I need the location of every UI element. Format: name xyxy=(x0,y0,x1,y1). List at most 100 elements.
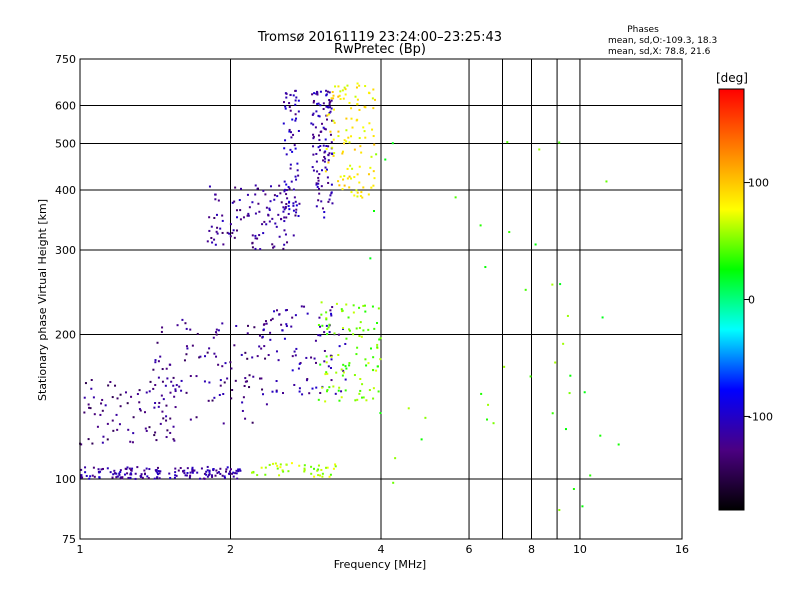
data-point xyxy=(158,477,161,480)
data-point xyxy=(191,344,194,347)
data-point xyxy=(166,429,169,432)
data-point xyxy=(126,466,129,469)
data-point xyxy=(165,367,168,370)
data-point xyxy=(129,472,132,475)
data-point xyxy=(338,184,341,187)
data-point xyxy=(311,387,314,390)
data-point xyxy=(356,98,359,101)
info-heading: Phases xyxy=(627,25,659,35)
data-point xyxy=(215,355,218,358)
data-point xyxy=(324,373,327,376)
data-point xyxy=(320,200,323,203)
data-point xyxy=(269,331,272,334)
data-point xyxy=(290,325,293,328)
y-tick-label: 400 xyxy=(55,184,76,197)
data-point xyxy=(210,474,213,477)
data-point xyxy=(319,90,322,93)
data-point xyxy=(246,380,249,383)
data-point xyxy=(315,92,318,95)
data-point xyxy=(271,317,274,320)
data-point xyxy=(98,476,101,479)
data-point xyxy=(262,232,265,235)
data-point xyxy=(315,110,318,113)
data-point xyxy=(101,467,104,470)
data-point xyxy=(214,474,217,477)
data-point xyxy=(111,476,114,479)
data-point xyxy=(295,117,298,120)
data-point xyxy=(130,469,133,472)
data-point xyxy=(323,331,326,334)
data-point xyxy=(155,439,158,442)
data-point xyxy=(131,467,134,470)
data-point xyxy=(128,467,131,470)
data-point xyxy=(185,345,188,348)
data-point xyxy=(223,475,226,478)
data-point xyxy=(371,128,374,131)
data-point xyxy=(332,108,335,111)
data-point xyxy=(327,113,330,116)
x-tick-label: 1 xyxy=(77,543,84,556)
data-point xyxy=(159,470,162,473)
data-point xyxy=(364,310,367,313)
data-point xyxy=(261,223,264,226)
data-point xyxy=(153,434,156,437)
data-point xyxy=(289,167,292,170)
y-tick-label: 100 xyxy=(55,473,76,486)
data-point xyxy=(186,347,189,350)
data-point xyxy=(278,184,281,187)
data-point xyxy=(506,141,509,144)
data-point xyxy=(487,403,490,406)
data-point xyxy=(79,476,82,479)
data-point xyxy=(384,158,387,161)
data-point xyxy=(206,351,209,354)
data-point xyxy=(375,369,378,372)
data-point xyxy=(337,130,340,133)
data-point xyxy=(355,353,358,356)
data-point xyxy=(112,429,115,432)
data-point xyxy=(168,363,171,366)
data-point xyxy=(372,356,375,359)
data-point xyxy=(327,159,330,162)
data-point xyxy=(263,323,266,326)
data-point xyxy=(368,122,371,125)
data-point xyxy=(342,371,345,374)
data-point xyxy=(251,201,254,204)
data-point xyxy=(200,467,203,470)
data-point xyxy=(121,476,124,479)
data-point xyxy=(486,418,489,421)
data-point xyxy=(189,375,192,378)
data-point xyxy=(303,305,306,308)
data-point xyxy=(208,469,211,472)
data-point xyxy=(503,365,506,368)
data-point xyxy=(235,209,238,212)
data-point xyxy=(351,167,354,170)
data-point xyxy=(244,417,247,420)
data-point xyxy=(292,234,295,237)
data-point xyxy=(291,118,294,121)
data-point xyxy=(344,342,347,345)
data-point xyxy=(326,466,329,469)
data-point xyxy=(312,467,315,470)
data-point xyxy=(317,468,320,471)
data-point xyxy=(242,396,245,399)
data-point xyxy=(97,468,100,471)
data-point xyxy=(284,92,287,95)
data-point xyxy=(288,187,291,190)
data-point xyxy=(186,467,189,470)
data-point xyxy=(232,229,235,232)
data-point xyxy=(289,109,292,112)
data-point xyxy=(348,328,351,331)
grid-lines xyxy=(80,58,682,540)
data-point xyxy=(290,462,293,465)
data-point xyxy=(264,466,267,469)
data-point xyxy=(342,369,345,372)
data-point xyxy=(145,467,148,470)
data-point xyxy=(328,91,331,94)
data-point xyxy=(241,401,244,404)
data-point xyxy=(275,225,278,228)
data-point xyxy=(373,177,376,180)
data-point xyxy=(524,288,527,291)
data-point xyxy=(327,200,330,203)
data-point xyxy=(288,106,291,109)
data-point xyxy=(372,135,375,138)
